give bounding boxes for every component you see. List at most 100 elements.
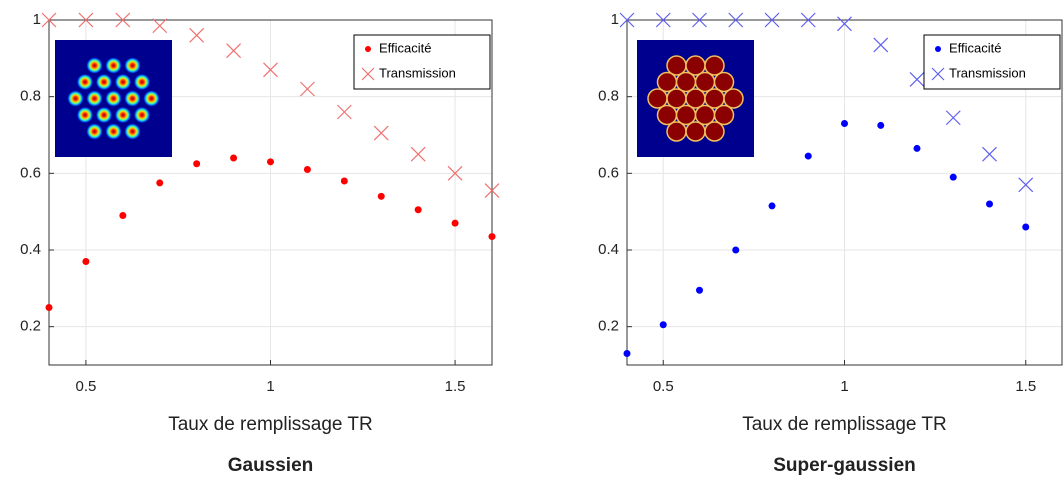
point (45, 304, 53, 311)
inset-spot (134, 107, 150, 123)
axes-frame (48, 19, 493, 366)
inset-spot (704, 121, 725, 142)
x-tick-label: 1 (266, 378, 274, 395)
legend-box (353, 34, 491, 90)
inset-spot (656, 104, 678, 126)
x-axis-label: Taux de remplissage TR (742, 414, 947, 435)
inset-spot (704, 55, 725, 76)
y-tick-label: 0.4 (20, 241, 41, 258)
legend-label: Transmission (949, 65, 1026, 80)
point (945, 110, 961, 126)
point (949, 173, 957, 181)
inset-spot (675, 71, 697, 93)
x-tick-label: 0.5 (653, 378, 674, 395)
inset-spot (86, 90, 103, 107)
inset-spot (105, 57, 122, 74)
point (78, 12, 94, 28)
point (230, 154, 238, 162)
point (877, 121, 885, 129)
inset-spot (666, 121, 687, 142)
point (873, 37, 889, 53)
inset-spot (666, 55, 687, 76)
inset-spot (694, 71, 716, 93)
legend-label: Efficacité (949, 40, 1002, 55)
legend-marker (365, 46, 371, 52)
inset-spot (124, 90, 141, 107)
inset-spot (704, 88, 725, 109)
point (768, 202, 776, 210)
legend-box (923, 34, 1061, 90)
point (982, 146, 997, 162)
point (226, 43, 242, 59)
point (841, 120, 848, 127)
inset-spot (124, 57, 141, 74)
inset-spot (77, 74, 93, 90)
point (804, 152, 812, 160)
point (119, 212, 127, 219)
inset-spot (685, 88, 706, 109)
inset-spot (105, 90, 122, 107)
point (484, 183, 500, 199)
point (764, 12, 780, 28)
point (1018, 177, 1034, 193)
inset-spot (115, 107, 131, 123)
point (82, 258, 90, 265)
point (303, 166, 311, 173)
point (986, 200, 993, 208)
point (655, 12, 671, 28)
point (336, 104, 352, 120)
x-tick-label: 1.5 (1015, 378, 1036, 395)
inset-spot (666, 88, 687, 109)
y-tick-label: 0.2 (598, 318, 619, 335)
point (373, 125, 389, 141)
inset-spot (647, 88, 668, 109)
chart: 0.2 0.4 0.6 0.8 1 0.5 1 1.5 Taux de remplissage … (20, 11, 500, 476)
point (696, 286, 703, 294)
axes-frame (626, 19, 1063, 366)
inset-spot (134, 74, 150, 90)
legend-label: Efficacité (379, 40, 432, 55)
point (152, 18, 168, 34)
point (447, 165, 463, 181)
inset-spot (105, 123, 122, 140)
point (340, 177, 348, 185)
point (414, 206, 422, 214)
point (451, 219, 459, 227)
x-tick-label: 0.5 (75, 378, 96, 395)
inset-spot (685, 121, 706, 142)
legend-marker (361, 67, 375, 81)
point (299, 81, 315, 97)
inset-spot (723, 88, 744, 109)
legend-label: Transmission (379, 65, 456, 80)
y-tick-label: 0.2 (20, 318, 41, 335)
inset-spot (115, 74, 131, 90)
inset-spot (86, 57, 103, 74)
x-tick-label: 1.5 (445, 378, 466, 395)
y-tick-label: 1 (33, 11, 41, 28)
point (263, 62, 278, 78)
point (193, 160, 201, 168)
inset-spot (124, 123, 141, 140)
caption: Gaussien (228, 455, 314, 476)
caption: Super-gaussien (773, 455, 916, 476)
inset-spot (675, 104, 697, 126)
point (728, 12, 744, 28)
point (692, 12, 707, 28)
point (800, 12, 816, 28)
y-tick-label: 0.8 (598, 88, 619, 105)
point (115, 12, 131, 28)
inset-spot (67, 90, 84, 107)
inset-spot (685, 55, 706, 76)
point (623, 350, 631, 357)
point (659, 321, 667, 329)
legend-marker (931, 67, 945, 81)
x-axis-label: Taux de remplissage TR (168, 414, 373, 435)
point (1022, 223, 1030, 231)
chart: 0.2 0.4 0.6 0.8 1 0.5 1 1.5 Taux de remplissage … (598, 11, 1063, 476)
point (488, 233, 496, 241)
point (913, 144, 921, 152)
inset-spot (77, 107, 93, 123)
inset-spot (96, 107, 112, 123)
point (189, 27, 205, 43)
y-tick-label: 0.8 (20, 88, 41, 105)
